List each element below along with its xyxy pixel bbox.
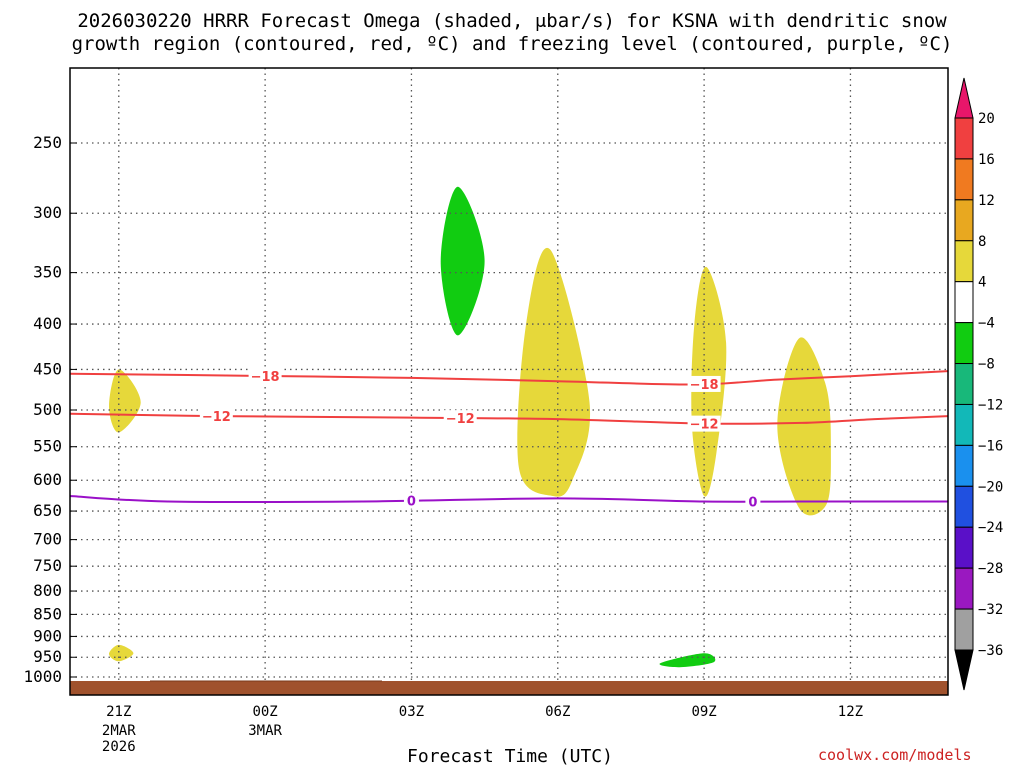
isotherm-label-0-1: −18 xyxy=(690,378,719,393)
colorbar-label-1: 16 xyxy=(978,152,995,168)
omega-region-3 xyxy=(517,247,591,497)
ytick-label-400: 400 xyxy=(33,314,62,333)
ytick-label-800: 800 xyxy=(33,581,62,600)
ytick-label-450: 450 xyxy=(33,359,62,378)
ytick-label-500: 500 xyxy=(33,400,62,419)
colorbar-label-4: 4 xyxy=(978,275,986,291)
xtick-label-0: 21Z xyxy=(106,704,131,720)
ytick-label-350: 350 xyxy=(33,263,62,282)
colorbar-label-13: −36 xyxy=(978,643,1003,659)
isotherm-label-2-1: 0 xyxy=(748,495,757,510)
isotherm-label-1-1: −12 xyxy=(446,412,475,427)
colorbar-band-4 xyxy=(954,281,974,324)
isotherm-label-bg-0-1 xyxy=(687,375,721,392)
colorbar-band-12 xyxy=(954,608,974,651)
colorbar-label-2: 12 xyxy=(978,193,995,209)
terrain-band xyxy=(70,681,948,695)
xtick-label-2: 03Z xyxy=(399,704,424,720)
colorbar-label-7: −12 xyxy=(978,397,1003,413)
xtick-label-3: 06Z xyxy=(545,704,570,720)
colorbar-label-8: −16 xyxy=(978,438,1003,454)
isotherm-label-1-0: −12 xyxy=(202,410,231,425)
isotherm-label-bg-1-2 xyxy=(687,415,721,432)
ytick-label-250: 250 xyxy=(33,133,62,152)
isotherm-label-bg-2-0 xyxy=(403,492,419,509)
colorbar-band-9 xyxy=(954,485,974,528)
plot-border xyxy=(69,67,949,696)
chart-title-line-2: growth region (contoured, red, ºC) and f… xyxy=(71,33,953,55)
colorbar-bottom-arrow xyxy=(954,649,974,691)
isotherm-line-2 xyxy=(69,495,948,504)
colorbar-band-7 xyxy=(954,403,974,446)
isotherm-label-0-0: −18 xyxy=(251,370,280,385)
credit-link[interactable]: coolwx.com/models xyxy=(818,746,972,764)
colorbar-top-arrow xyxy=(954,77,974,119)
ytick-label-650: 650 xyxy=(33,501,62,520)
xtick-sublabel-0-1: 2026 xyxy=(102,739,136,755)
isotherm-label-bg-2-1 xyxy=(745,493,761,510)
isotherm-label-1-2: −12 xyxy=(690,418,719,433)
ytick-label-750: 750 xyxy=(33,556,62,575)
ytick-label-550: 550 xyxy=(33,437,62,456)
colorbar-label-11: −28 xyxy=(978,561,1003,577)
colorbar-label-10: −24 xyxy=(978,520,1003,536)
colorbar-label-9: −20 xyxy=(978,479,1003,495)
isotherm-label-2-0: 0 xyxy=(407,495,416,510)
colorbar-band-2 xyxy=(954,199,974,242)
xtick-sublabel-1-0: 3MAR xyxy=(248,723,282,739)
xtick-label-5: 12Z xyxy=(838,704,863,720)
colorbar-band-0 xyxy=(954,117,974,160)
chart-title-line-1: 2026030220 HRRR Forecast Omega (shaded, … xyxy=(77,10,947,32)
ytick-label-950: 950 xyxy=(33,647,62,666)
omega-region-2 xyxy=(440,186,485,336)
xtick-label-4: 09Z xyxy=(691,704,716,720)
omega-region-0 xyxy=(109,369,141,433)
colorbar-label-5: −4 xyxy=(978,316,995,332)
colorbar-label-3: 8 xyxy=(978,234,986,250)
ytick-label-700: 700 xyxy=(33,530,62,549)
ytick-label-900: 900 xyxy=(33,626,62,645)
colorbar-band-1 xyxy=(954,158,974,201)
colorbar-band-3 xyxy=(954,240,974,283)
isotherm-line-0 xyxy=(69,370,949,386)
isotherm-label-bg-1-1 xyxy=(443,410,477,427)
colorbar-band-5 xyxy=(954,322,974,365)
colorbar-band-8 xyxy=(954,444,974,487)
xtick-label-1: 00Z xyxy=(252,704,277,720)
x-axis-label: Forecast Time (UTC) xyxy=(407,746,613,767)
omega-region-5 xyxy=(777,337,831,516)
colorbar-label-12: −32 xyxy=(978,602,1003,618)
ytick-label-300: 300 xyxy=(33,203,62,222)
colorbar-band-6 xyxy=(954,363,974,405)
colorbar-band-10 xyxy=(954,526,974,569)
colorbar-label-0: 20 xyxy=(978,111,995,127)
colorbar-label-6: −8 xyxy=(978,357,995,373)
omega-region-6 xyxy=(659,653,716,668)
isotherm-label-bg-0-0 xyxy=(248,367,282,384)
ytick-label-850: 850 xyxy=(33,604,62,623)
colorbar-band-11 xyxy=(954,567,974,610)
ytick-label-1000: 1000 xyxy=(23,667,62,686)
xtick-sublabel-0-0: 2MAR xyxy=(102,723,136,739)
ytick-label-600: 600 xyxy=(33,470,62,489)
isotherm-label-bg-1-0 xyxy=(199,408,233,425)
